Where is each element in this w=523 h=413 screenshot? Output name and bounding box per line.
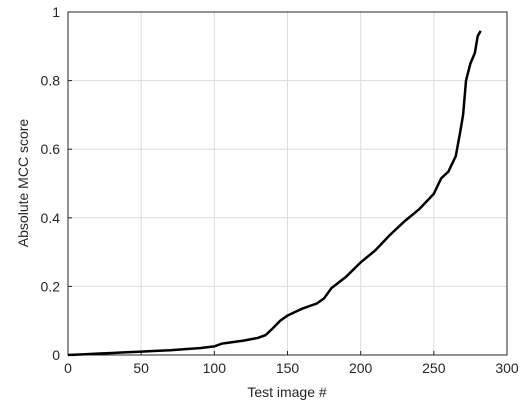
x-tick-label: 300 xyxy=(495,360,519,376)
y-tick-label: 0.2 xyxy=(41,278,61,294)
y-tick-label: 0.6 xyxy=(41,141,61,157)
y-axis-label: Absolute MCC score xyxy=(15,119,31,248)
data-line xyxy=(67,30,482,357)
x-tick-label: 50 xyxy=(133,360,149,376)
x-tick-label: 250 xyxy=(422,360,446,376)
plot-frame xyxy=(67,11,508,356)
y-tick-label: 1 xyxy=(52,4,60,20)
x-tick-label: 0 xyxy=(64,360,72,376)
y-tick-label: 0.4 xyxy=(41,210,61,226)
x-tick-label: 150 xyxy=(276,360,300,376)
y-tick-label: 0 xyxy=(52,347,60,363)
x-axis-label: Test image # xyxy=(247,384,327,400)
x-tick-label: 200 xyxy=(349,360,373,376)
x-tick-label: 100 xyxy=(203,360,227,376)
y-tick-label: 0.8 xyxy=(41,73,61,89)
